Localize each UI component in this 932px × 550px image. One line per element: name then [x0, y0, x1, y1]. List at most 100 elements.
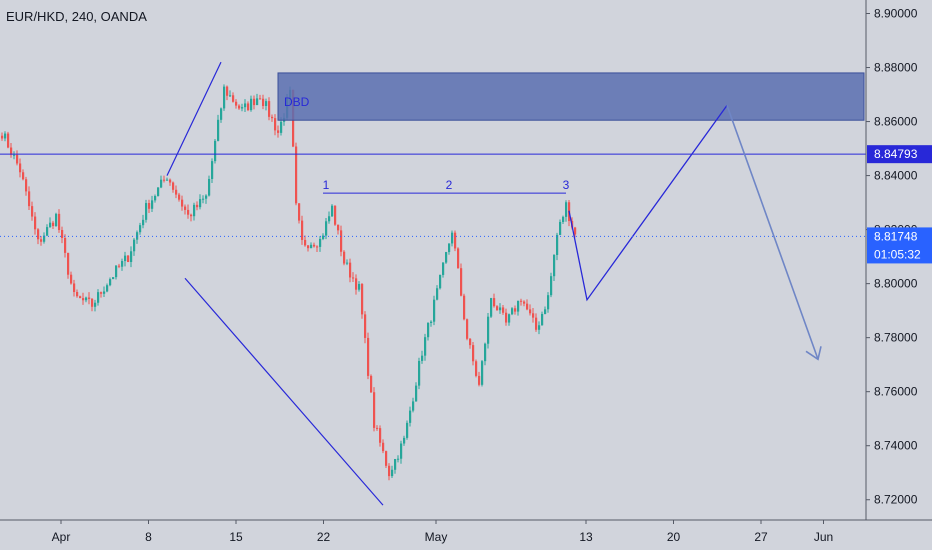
candle-body [271, 116, 274, 119]
candle [187, 204, 190, 219]
candle-body [184, 206, 187, 210]
time-scale[interactable]: Apr 8 15 22 May 13 20 27 Jun [0, 519, 932, 544]
price-tick-label: 8.76000 [874, 385, 918, 399]
candle [274, 114, 277, 136]
candle-body [40, 239, 43, 242]
candle [160, 175, 163, 189]
candle [58, 209, 61, 233]
candle-body [463, 295, 466, 320]
candle [262, 94, 265, 110]
time-tick-label: 13 [579, 530, 593, 544]
candle [424, 333, 427, 361]
candle [319, 236, 322, 252]
candle-body [556, 234, 559, 255]
candle-body [295, 146, 298, 204]
candle-body [88, 297, 91, 299]
candle-body [124, 255, 127, 262]
candle [100, 291, 103, 298]
candle-body [565, 202, 568, 217]
candle-body [532, 313, 535, 318]
candle-body [172, 182, 175, 190]
candle-body [259, 98, 262, 100]
candle-body [439, 274, 442, 289]
candle [355, 274, 358, 295]
candle-body [22, 172, 25, 180]
candle-body [313, 244, 316, 247]
candle-body [103, 291, 106, 294]
candle-body [115, 265, 118, 278]
price-badges: 8.84793 8.81748 01:05:32 [0, 145, 932, 264]
candle [379, 425, 382, 447]
candle [406, 420, 409, 440]
candle-body [559, 221, 562, 235]
candle [487, 312, 490, 349]
candle [235, 99, 238, 109]
candle-body [454, 232, 457, 249]
candle-body [388, 465, 391, 477]
candle-body [187, 209, 190, 215]
candle [217, 114, 220, 142]
candle-body [166, 179, 169, 181]
candle [436, 285, 439, 301]
candle-body [427, 322, 430, 338]
candle [79, 295, 82, 299]
candle [469, 338, 472, 349]
candle-body [52, 222, 55, 227]
candle [343, 250, 346, 266]
candle-body [484, 343, 487, 362]
projection-path [568, 104, 728, 302]
symbol-title[interactable]: EUR/HKD, 240, OANDA [6, 9, 147, 24]
candle [313, 242, 316, 248]
candle [574, 226, 577, 238]
candle [439, 274, 442, 290]
candle-body [331, 205, 334, 217]
candle [199, 194, 202, 210]
candle [163, 175, 166, 183]
candle-body [514, 308, 517, 312]
candle [190, 213, 193, 222]
candle-body [109, 279, 112, 286]
candle-body [229, 95, 232, 97]
candle-body [328, 216, 331, 222]
candle [559, 219, 562, 236]
time-tick-label: May [425, 530, 448, 544]
candle [169, 178, 172, 186]
candle-body [385, 451, 388, 466]
candle [325, 218, 328, 240]
candle-body [169, 179, 172, 183]
time-tick-label: Apr [52, 530, 71, 544]
candle-body [448, 243, 451, 253]
candle-body [346, 262, 349, 264]
candle-body [412, 401, 415, 411]
candle [346, 259, 349, 266]
candle-body [469, 338, 472, 346]
candle [88, 292, 91, 305]
candle [184, 204, 187, 215]
candle [43, 232, 46, 244]
candle [493, 293, 496, 308]
candle-body [10, 147, 13, 155]
pivot-label: 2 [446, 178, 453, 192]
candle [496, 305, 499, 311]
candle [166, 177, 169, 181]
candle-body [349, 262, 352, 278]
candle [145, 199, 148, 223]
candle-body [160, 179, 163, 188]
candle-body [481, 361, 484, 385]
candle-body [223, 86, 226, 109]
candle [256, 93, 259, 106]
candle [454, 230, 457, 252]
candle-body [319, 238, 322, 247]
candle-body [553, 254, 556, 277]
candle-body [133, 239, 136, 252]
candle [412, 397, 415, 413]
candle-body [193, 204, 196, 217]
candle-body [142, 219, 145, 226]
candle-body [370, 375, 373, 393]
countdown-text: 01:05:32 [874, 247, 921, 261]
candle-body [424, 337, 427, 356]
candle-body [31, 206, 34, 217]
candle [358, 281, 361, 292]
candle-body [544, 309, 547, 314]
